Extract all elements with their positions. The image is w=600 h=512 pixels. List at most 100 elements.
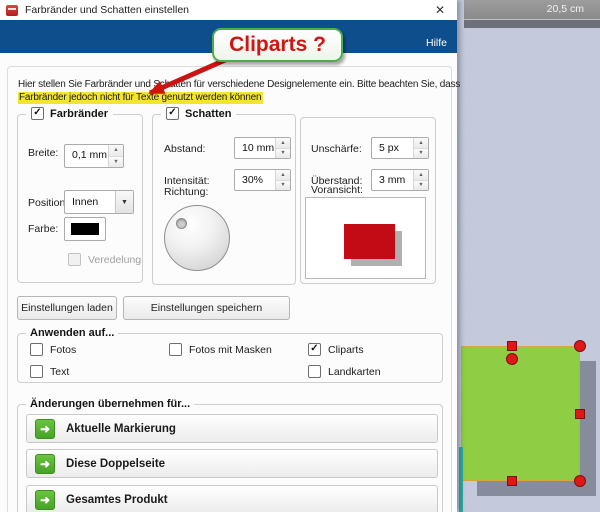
annotation-text: Cliparts ? <box>229 33 326 56</box>
clipart-rectangle[interactable] <box>461 346 580 481</box>
schatten-enabled-checkbox[interactable]: ✓ <box>166 107 179 120</box>
apply-whole-product-button[interactable]: ➜ Gesamtes Produkt <box>26 485 438 512</box>
horizontal-ruler: 20,5 cm <box>464 0 600 20</box>
veredelung-row: Veredelung <box>68 253 141 266</box>
landkarten-label: Landkarten <box>328 365 381 378</box>
landkarten-checkbox[interactable] <box>308 365 321 378</box>
breite-spin-down-icon[interactable]: ▼ <box>109 156 123 167</box>
aenderungen-group-title: Änderungen übernehmen für... <box>26 398 195 410</box>
ueberstand-spin-down-icon[interactable]: ▼ <box>414 180 428 190</box>
green-arrow-icon: ➜ <box>35 418 55 439</box>
unschaerfe-value[interactable]: 5 px <box>379 142 399 154</box>
editor-canvas: 20,5 cm <box>457 0 600 512</box>
ueberstand-value[interactable]: 3 mm <box>379 174 406 186</box>
ruler-measure-label: 20,5 cm <box>546 3 584 15</box>
dialog-farbraender-schatten: Farbränder und Schatten einstellen ✕ Hil… <box>0 0 461 512</box>
fotos-mit-masken-label: Fotos mit Masken <box>189 343 272 356</box>
farbe-label: Farbe: <box>28 223 59 235</box>
text-label: Text <box>50 365 70 378</box>
intro-line2-highlighted: Farbränder jedoch nicht für Texte genutz… <box>18 92 264 104</box>
schatten-group-title: Schatten <box>185 107 232 120</box>
voransicht-label: Voransicht: <box>311 184 363 196</box>
position-dropdown[interactable]: Innen ▼ <box>64 190 134 214</box>
option-fotos-mit-masken[interactable]: Fotos mit Masken <box>169 343 272 356</box>
cliparts-label: Cliparts <box>328 343 364 356</box>
handle-top-right[interactable] <box>574 340 586 352</box>
intensitaet-value[interactable]: 30% <box>242 174 264 186</box>
abstand-value[interactable]: 10 mm <box>242 142 275 154</box>
unschaerfe-label: Unschärfe: <box>311 143 362 155</box>
group-farbraender: ✓ Farbränder Breite: 0,1 mm ▲ ▼ Position… <box>17 107 143 283</box>
intensitaet-spinner: 30% ▲ ▼ <box>234 169 291 191</box>
cliparts-checkbox[interactable]: ✓ <box>308 343 321 356</box>
option-fotos[interactable]: Fotos <box>30 343 76 356</box>
dialog-body: Hier stellen Sie Farbränder und Schatten… <box>0 53 461 512</box>
richtung-dial-indicator[interactable] <box>176 218 187 229</box>
close-icon[interactable]: ✕ <box>434 3 446 17</box>
option-landkarten[interactable]: Landkarten <box>308 365 381 378</box>
app-icon <box>6 4 18 16</box>
fotos-checkbox[interactable] <box>30 343 43 356</box>
anwenden-group-title: Anwenden auf... <box>26 327 119 339</box>
option-cliparts[interactable]: ✓ Cliparts <box>308 343 364 356</box>
handle-bottom-center[interactable] <box>507 476 517 486</box>
intensitaet-spin-up-icon[interactable]: ▲ <box>276 170 290 181</box>
green-arrow-icon: ➜ <box>35 453 55 474</box>
unschaerfe-spin-down-icon[interactable]: ▼ <box>414 148 428 158</box>
abstand-label: Abstand: <box>164 143 206 155</box>
intro-line1: Hier stellen Sie Farbränder und Schatten… <box>18 79 461 90</box>
position-dropdown-arrow-icon[interactable]: ▼ <box>115 191 133 213</box>
load-settings-button[interactable]: Einstellungen laden <box>17 296 117 320</box>
farbe-color-swatch <box>71 223 99 235</box>
dialog-title: Farbränder und Schatten einstellen <box>25 4 190 16</box>
farbe-color-button[interactable] <box>64 217 106 241</box>
abstand-spin-down-icon[interactable]: ▼ <box>276 148 290 158</box>
handle-bottom-right[interactable] <box>574 475 586 487</box>
fotos-mit-masken-checkbox[interactable] <box>169 343 182 356</box>
text-checkbox[interactable] <box>30 365 43 378</box>
ueberstand-spin-up-icon[interactable]: ▲ <box>414 170 428 181</box>
intensitaet-spin-down-icon[interactable]: ▼ <box>276 180 290 190</box>
shadow-preview <box>305 197 426 279</box>
green-arrow-icon: ➜ <box>35 489 55 510</box>
dialog-titlebar: Farbränder und Schatten einstellen ✕ <box>0 0 457 20</box>
richtung-dial[interactable] <box>164 205 230 271</box>
group-schatten-details: Unschärfe: 5 px ▲ ▼ Überstand: 3 mm ▲ ▼ <box>300 117 436 284</box>
option-text[interactable]: Text <box>30 365 69 378</box>
position-label: Position: <box>28 197 69 209</box>
breite-label: Breite: <box>28 147 59 159</box>
help-link[interactable]: Hilfe <box>425 37 447 49</box>
intensitaet-label: Intensität: <box>164 175 210 187</box>
annotation-callout: Cliparts ? <box>212 28 343 62</box>
breite-value[interactable]: 0,1 mm <box>72 149 108 161</box>
abstand-spin-up-icon[interactable]: ▲ <box>276 138 290 149</box>
handle-top-center[interactable] <box>507 341 517 351</box>
ruler-lower-strip <box>464 20 600 28</box>
ueberstand-label: Überstand: <box>311 175 363 187</box>
group-aenderungen-uebernehmen: Änderungen übernehmen für... ➜ Aktuelle … <box>17 398 443 512</box>
veredelung-label: Veredelung <box>88 253 142 266</box>
handle-rotate[interactable] <box>506 353 518 365</box>
abstand-spinner: 10 mm ▲ ▼ <box>234 137 291 159</box>
apply-double-page-button[interactable]: ➜ Diese Doppelseite <box>26 449 438 478</box>
fotos-label: Fotos <box>50 343 77 356</box>
position-value: Innen <box>72 196 99 208</box>
farbraender-enabled-checkbox[interactable]: ✓ <box>31 107 44 120</box>
apply-current-selection-button[interactable]: ➜ Aktuelle Markierung <box>26 414 438 443</box>
canvas-edge-strip <box>459 447 463 512</box>
preview-red-rect <box>344 224 395 259</box>
group-schatten: ✓ Schatten Abstand: 10 mm ▲ ▼ Intensität… <box>152 107 296 285</box>
farbraender-group-title: Farbränder <box>50 107 109 120</box>
save-settings-button[interactable]: Einstellungen speichern <box>123 296 290 320</box>
unschaerfe-spin-up-icon[interactable]: ▲ <box>414 138 428 149</box>
unschaerfe-spinner: 5 px ▲ ▼ <box>371 137 429 159</box>
breite-spinner: 0,1 mm ▲ ▼ <box>64 144 124 168</box>
intro-text: Hier stellen Sie Farbränder und Schatten… <box>18 78 461 104</box>
ueberstand-spinner: 3 mm ▲ ▼ <box>371 169 429 191</box>
richtung-label: Richtung: <box>164 186 209 198</box>
breite-spin-up-icon[interactable]: ▲ <box>109 145 123 157</box>
group-anwenden-auf: Anwenden auf... Fotos Fotos mit Masken ✓… <box>17 327 443 383</box>
veredelung-checkbox[interactable] <box>68 253 81 266</box>
handle-right-middle[interactable] <box>575 409 585 419</box>
